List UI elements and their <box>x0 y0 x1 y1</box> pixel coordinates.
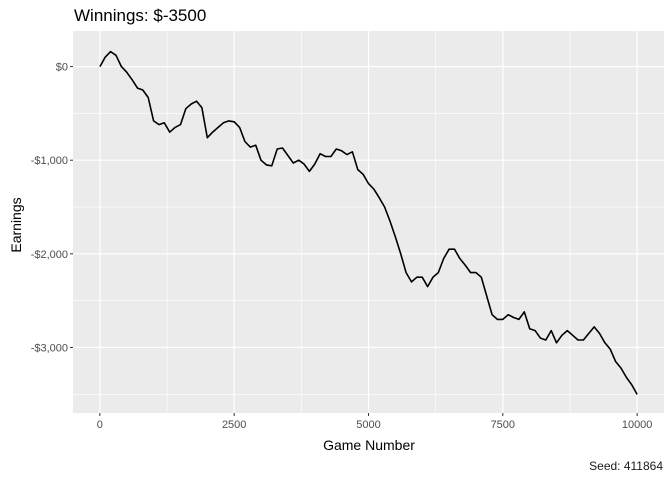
y-tick-label: $0 <box>56 62 68 74</box>
x-tick-label: 2500 <box>222 419 246 431</box>
x-axis-label: Game Number <box>323 437 415 453</box>
chart-title: Winnings: $-3500 <box>74 6 207 25</box>
y-tick-label: -$1,000 <box>31 155 68 167</box>
x-axis-ticks: 0 2500 5000 7500 10000 <box>97 413 653 431</box>
y-axis-label: Earnings <box>8 197 24 253</box>
y-tick-label: -$3,000 <box>31 342 68 354</box>
y-axis-ticks: $0 -$1,000 -$2,000 -$3,000 <box>31 62 73 354</box>
x-tick-label: 0 <box>97 419 103 431</box>
x-tick-label: 5000 <box>356 419 380 431</box>
seed-caption: Seed: 411864 <box>589 459 663 473</box>
earnings-line <box>99 50 638 395</box>
x-tick-label: 7500 <box>491 419 515 431</box>
x-tick-label: 10000 <box>622 419 653 431</box>
major-gridlines <box>73 31 664 413</box>
y-tick-label: -$2,000 <box>31 249 68 261</box>
